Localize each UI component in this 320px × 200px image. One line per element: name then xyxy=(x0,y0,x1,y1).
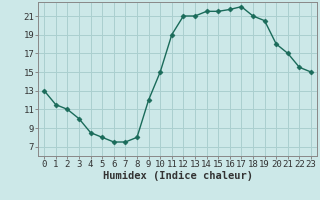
X-axis label: Humidex (Indice chaleur): Humidex (Indice chaleur) xyxy=(103,171,252,181)
